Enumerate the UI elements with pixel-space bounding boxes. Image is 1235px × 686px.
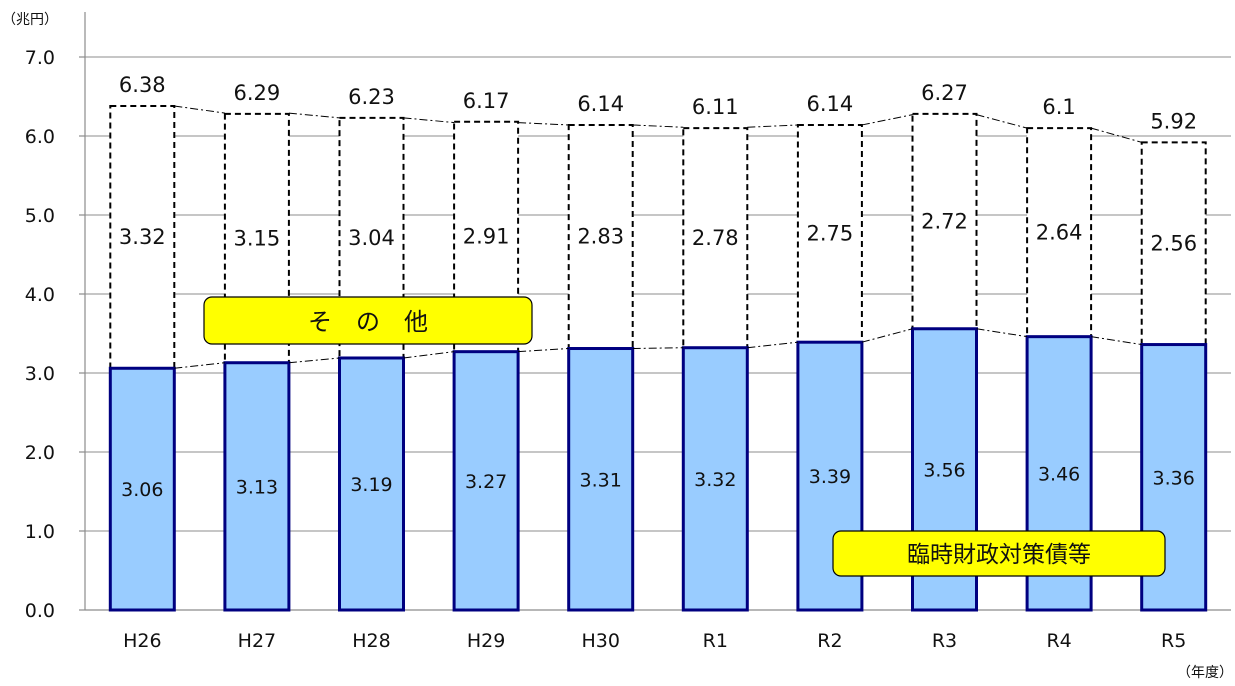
connector-bonds: [518, 348, 569, 353]
y-tick-label: 6.0: [25, 126, 55, 148]
x-tick-label: R4: [1046, 630, 1071, 652]
bar-other-label: 2.83: [577, 225, 624, 249]
bar-other-label: 2.64: [1036, 220, 1083, 244]
connector-total: [632, 124, 684, 128]
connector-bonds: [1091, 336, 1142, 346]
connector-bonds: [632, 347, 684, 350]
bar-bonds-label: 3.39: [809, 466, 851, 488]
bar-other-label: 3.32: [119, 225, 166, 249]
bar-other-label: 2.75: [807, 222, 854, 246]
connector-bonds: [288, 357, 340, 364]
bar-other-label-bg: [1029, 215, 1090, 250]
connector-total: [976, 114, 1028, 129]
bar-other-label-bg: [341, 220, 402, 255]
y-tick-label: 5.0: [25, 205, 55, 227]
bar-bonds-label: 3.56: [923, 459, 965, 481]
callout-other-box: [203, 296, 533, 345]
connector-bonds: [747, 341, 798, 349]
bar-other-label-bg: [570, 219, 631, 254]
bar-bonds-label: 3.13: [236, 476, 278, 498]
bar-other-label: 2.91: [463, 225, 510, 249]
bar-other-label-bg: [456, 219, 517, 254]
bar-bonds: [223, 361, 291, 612]
total-label: 6.14: [807, 92, 854, 116]
total-label: 6.1: [1042, 95, 1075, 119]
x-tick-label: H30: [581, 630, 619, 652]
y-tick-label: 0.0: [25, 600, 55, 622]
bar-other-label-bg: [914, 204, 975, 239]
total-label: 6.11: [692, 95, 739, 119]
bar-other-label-bg: [685, 220, 746, 255]
x-unit-label: （年度）: [1177, 665, 1233, 681]
bar-other-label: 2.72: [921, 209, 968, 233]
y-tick-label: 4.0: [25, 284, 55, 306]
bar-bonds: [452, 350, 520, 612]
bar-other-label-bg: [112, 220, 173, 255]
connector-bonds: [403, 351, 455, 359]
connector-total: [861, 114, 913, 126]
bar-bonds: [681, 346, 749, 612]
bar-other-label-bg: [226, 221, 287, 256]
connector-total: [288, 112, 340, 119]
x-tick-label: H29: [467, 630, 505, 652]
y-tick-label: 1.0: [25, 521, 55, 543]
connector-total: [1090, 127, 1142, 143]
x-tick-label: H26: [123, 630, 161, 652]
total-label: 6.17: [463, 89, 510, 113]
bar-bonds-label: 3.46: [1038, 463, 1080, 485]
connector-total: [747, 124, 798, 128]
total-label: 6.38: [119, 73, 166, 97]
bar-bonds-label: 3.06: [121, 479, 163, 501]
y-unit-label: （兆円）: [2, 12, 58, 28]
total-label: 5.92: [1150, 109, 1197, 133]
x-tick-label: R3: [932, 630, 957, 652]
connector-total: [174, 105, 225, 114]
bar-bonds-label: 3.36: [1153, 467, 1195, 489]
callout-bonds-box: [832, 530, 1166, 577]
bar-bonds: [338, 356, 405, 612]
connector-bonds: [976, 328, 1028, 338]
bar-bonds: [1140, 343, 1208, 612]
total-label: 6.23: [348, 85, 395, 109]
bar-other-label-bg: [1143, 226, 1204, 261]
bar-other-label-bg: [799, 216, 860, 251]
bar-bonds-label: 3.27: [465, 471, 507, 493]
bar-other-label: 3.15: [234, 226, 281, 250]
connector-total: [403, 117, 455, 124]
x-tick-label: R5: [1161, 630, 1186, 652]
connector-total: [518, 122, 569, 126]
bar-other-label: 2.78: [692, 226, 739, 250]
x-tick-label: R2: [817, 630, 842, 652]
y-tick-label: 7.0: [25, 47, 55, 69]
bar-bonds: [108, 366, 176, 612]
x-tick-label: R1: [703, 630, 728, 652]
callout-other-label: そ の 他: [308, 308, 428, 336]
x-tick-label: H27: [238, 630, 276, 652]
bar-bonds-label: 3.19: [350, 474, 392, 496]
total-label: 6.29: [234, 81, 281, 105]
x-tick-label: H28: [352, 630, 390, 652]
y-tick-label: 2.0: [25, 442, 55, 464]
connector-bonds: [174, 362, 225, 369]
y-tick-label: 3.0: [25, 363, 55, 385]
bar-other-label: 2.56: [1150, 231, 1197, 255]
bar-bonds-label: 3.32: [694, 469, 736, 491]
total-label: 6.27: [921, 81, 968, 105]
total-label: 6.14: [577, 92, 624, 116]
connector-bonds: [861, 328, 913, 343]
bar-other-label: 3.04: [348, 226, 395, 250]
bar-bonds-label: 3.31: [580, 469, 622, 491]
bar-bonds: [567, 347, 635, 612]
callout-bonds-label: 臨時財政対策債等: [907, 542, 1091, 568]
